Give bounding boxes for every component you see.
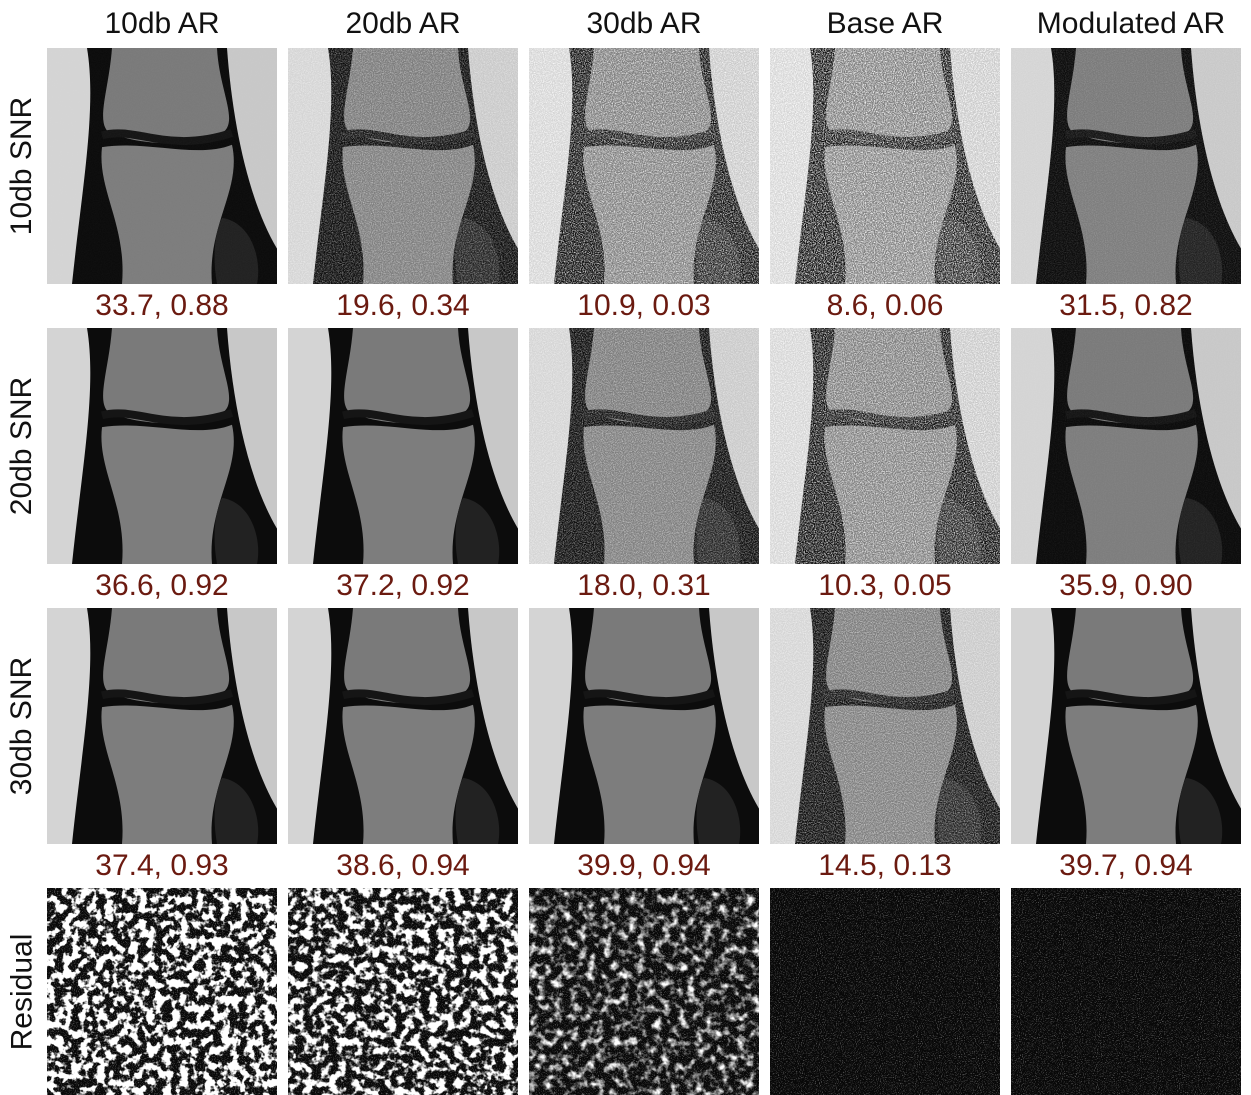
mri-panel	[47, 48, 277, 284]
knee-mri-image	[47, 328, 277, 564]
mri-panel	[288, 328, 518, 564]
residual-map-image	[770, 888, 1000, 1095]
mri-panel	[529, 608, 759, 844]
column-header-20db-ar: 20db AR	[345, 7, 461, 40]
mri-panel	[1011, 328, 1241, 564]
row-label-10db-snr: 10db SNR	[5, 96, 39, 236]
knee-mri-image	[529, 608, 759, 844]
metric-psnr-ssim: 8.6, 0.06	[826, 289, 944, 322]
knee-mri-image	[47, 48, 277, 284]
metric-psnr-ssim: 35.9, 0.90	[1059, 569, 1193, 602]
residual-panel	[1011, 888, 1241, 1095]
residual-map-image	[1011, 888, 1241, 1095]
metric-psnr-ssim: 18.0, 0.31	[577, 569, 711, 602]
column-header-base-ar: Base AR	[826, 7, 944, 40]
mri-panel	[47, 328, 277, 564]
metric-psnr-ssim: 33.7, 0.88	[95, 289, 229, 322]
metric-psnr-ssim: 37.2, 0.92	[336, 569, 470, 602]
metric-psnr-ssim: 19.6, 0.34	[336, 289, 470, 322]
knee-mri-image	[770, 608, 1000, 844]
mri-panel	[529, 48, 759, 284]
mri-panel	[1011, 48, 1241, 284]
knee-mri-image	[288, 608, 518, 844]
row-label-residual: Residual	[5, 933, 39, 1050]
residual-panel	[770, 888, 1000, 1095]
column-header-10db-ar: 10db AR	[104, 7, 220, 40]
mri-panel	[47, 608, 277, 844]
metric-psnr-ssim: 10.9, 0.03	[577, 289, 711, 322]
metric-psnr-ssim: 38.6, 0.94	[336, 849, 470, 882]
metric-psnr-ssim: 31.5, 0.82	[1059, 289, 1193, 322]
knee-mri-image	[529, 328, 759, 564]
knee-mri-image	[770, 48, 1000, 284]
metric-psnr-ssim: 37.4, 0.93	[95, 849, 229, 882]
knee-mri-image	[770, 328, 1000, 564]
mri-panel	[288, 608, 518, 844]
knee-mri-image	[1011, 328, 1241, 564]
column-header-modulated-ar: Modulated AR	[1036, 7, 1226, 40]
metric-psnr-ssim: 10.3, 0.05	[818, 569, 952, 602]
residual-map-image	[529, 888, 759, 1095]
column-header-30db-ar: 30db AR	[586, 7, 702, 40]
knee-mri-image	[1011, 48, 1241, 284]
residual-panel	[529, 888, 759, 1095]
mri-panel	[770, 608, 1000, 844]
metric-psnr-ssim: 39.9, 0.94	[577, 849, 711, 882]
residual-panel	[288, 888, 518, 1095]
residual-map-image	[47, 888, 277, 1095]
row-label-20db-snr: 20db SNR	[5, 376, 39, 516]
knee-mri-image	[288, 328, 518, 564]
knee-mri-image	[288, 48, 518, 284]
mri-panel	[288, 48, 518, 284]
row-label-30db-snr: 30db SNR	[5, 656, 39, 796]
knee-mri-image	[529, 48, 759, 284]
residual-map-image	[288, 888, 518, 1095]
mri-panel	[1011, 608, 1241, 844]
residual-panel	[47, 888, 277, 1095]
metric-psnr-ssim: 36.6, 0.92	[95, 569, 229, 602]
metric-psnr-ssim: 39.7, 0.94	[1059, 849, 1193, 882]
mri-panel	[770, 328, 1000, 564]
mri-panel	[529, 328, 759, 564]
mri-panel	[770, 48, 1000, 284]
knee-mri-image	[1011, 608, 1241, 844]
knee-mri-image	[47, 608, 277, 844]
metric-psnr-ssim: 14.5, 0.13	[818, 849, 952, 882]
